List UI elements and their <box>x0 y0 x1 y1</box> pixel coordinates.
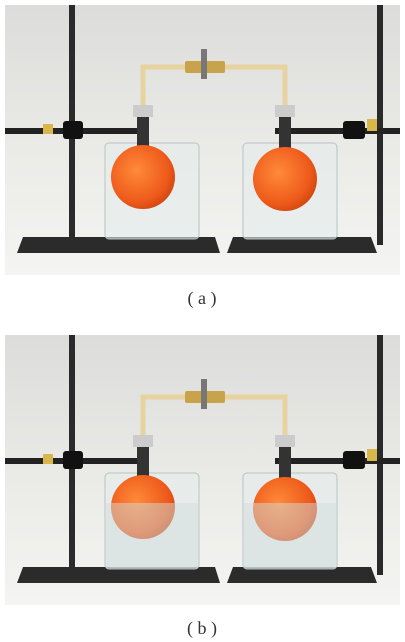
caption: ( a ) <box>188 288 217 309</box>
photo-b <box>5 335 400 605</box>
photo-a <box>5 5 400 275</box>
caption: ( b ) <box>187 618 217 639</box>
